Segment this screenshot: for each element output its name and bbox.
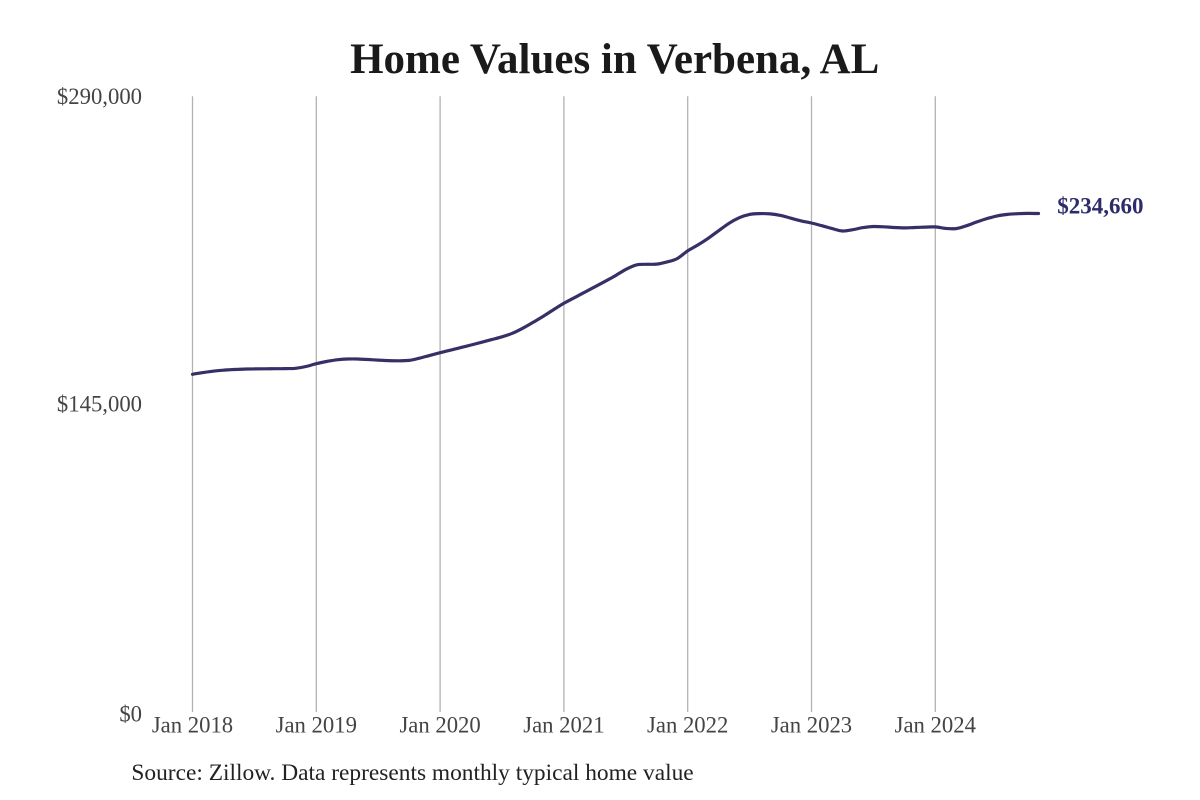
svg-text:Jan 2024: Jan 2024 <box>895 713 976 738</box>
svg-text:Jan 2023: Jan 2023 <box>771 713 852 738</box>
svg-text:Home Values in Verbena, AL: Home Values in Verbena, AL <box>350 36 879 83</box>
svg-text:Source: Zillow. Data represent: Source: Zillow. Data represents monthly … <box>131 760 693 786</box>
svg-text:Jan 2021: Jan 2021 <box>523 713 604 738</box>
svg-text:$234,660: $234,660 <box>1057 193 1143 218</box>
svg-text:Jan 2019: Jan 2019 <box>276 713 357 738</box>
svg-text:Jan 2022: Jan 2022 <box>647 713 728 738</box>
svg-text:$290,000: $290,000 <box>57 84 142 109</box>
svg-text:Jan 2018: Jan 2018 <box>152 713 233 738</box>
svg-text:Jan 2020: Jan 2020 <box>399 713 480 738</box>
svg-text:$0: $0 <box>119 702 142 727</box>
svg-text:$145,000: $145,000 <box>57 392 142 417</box>
